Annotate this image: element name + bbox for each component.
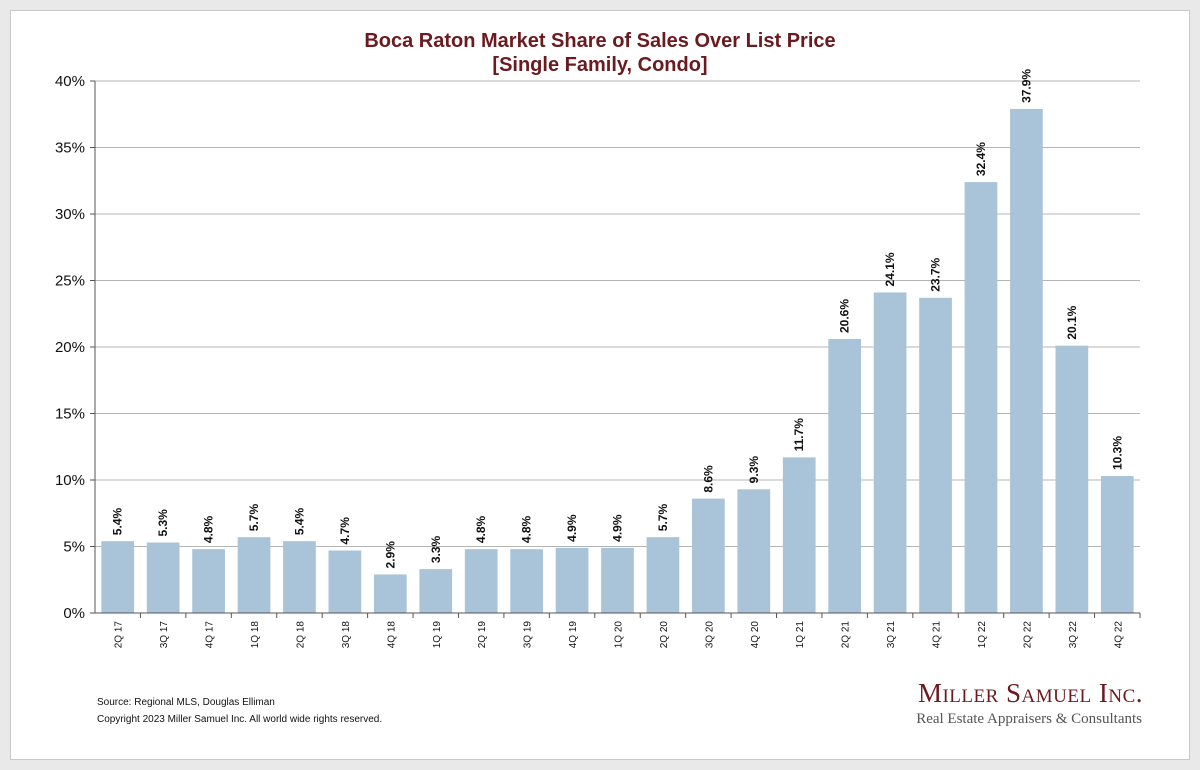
y-tick-label: 0% — [63, 605, 85, 622]
x-tick-label: 2Q 20 — [659, 621, 670, 649]
bar-value-label: 5.4% — [292, 507, 306, 535]
chart-subtitle: [Single Family, Condo] — [492, 54, 708, 76]
bars: 5.4% 5.3% 4.8% 5.7% 5.4% 4.7% 2.9% 3.3% 4.8% 4.8%… — [101, 69, 1134, 614]
bar-value-label: 8.6% — [701, 465, 715, 493]
y-axis-ticks: 0% 5% 10% 15% 20% 25% 30% 35% 40% — [55, 73, 95, 622]
y-tick-label: 35% — [55, 140, 85, 157]
bar — [737, 489, 771, 613]
x-tick-label: 3Q 22 — [1068, 621, 1079, 649]
bar — [646, 537, 680, 613]
bar-value-label: 2.9% — [383, 541, 397, 569]
bar-value-label: 4.9% — [611, 514, 625, 542]
y-tick-label: 10% — [55, 472, 85, 489]
x-tick-label: 4Q 22 — [1113, 621, 1124, 649]
bar — [1010, 108, 1043, 614]
x-tick-label: 1Q 21 — [795, 621, 806, 649]
bar — [510, 549, 543, 613]
bar — [828, 339, 862, 613]
x-tick-label: 4Q 19 — [568, 621, 579, 649]
y-tick-label: 5% — [63, 539, 85, 556]
x-tick-label: 1Q 20 — [614, 621, 625, 649]
source-note: Source: Regional MLS, Douglas Elliman — [97, 697, 275, 708]
x-tick-label: 1Q 19 — [432, 621, 443, 649]
x-tick-label: 1Q 18 — [250, 621, 261, 649]
chart-title: Boca Raton Market Share of Sales Over Li… — [364, 30, 836, 52]
bar-value-label: 5.3% — [156, 509, 170, 537]
bar — [919, 297, 952, 613]
bar — [782, 457, 816, 613]
bar-value-label: 20.6% — [838, 299, 852, 333]
bar — [283, 541, 316, 613]
y-tick-label: 40% — [55, 73, 85, 90]
bar-value-label: 11.7% — [792, 418, 806, 452]
bar-value-label: 32.4% — [974, 142, 988, 176]
x-tick-label: 2Q 22 — [1022, 621, 1033, 649]
y-tick-label: 30% — [55, 206, 85, 223]
bar — [692, 498, 725, 613]
bar-value-label: 23.7% — [929, 257, 943, 291]
x-tick-label: 2Q 19 — [477, 621, 488, 649]
bar-value-label: 20.1% — [1065, 305, 1079, 339]
x-tick-label: 2Q 17 — [114, 621, 125, 649]
bar — [237, 537, 271, 613]
bar — [601, 547, 634, 613]
bar-value-label: 4.8% — [520, 515, 534, 543]
y-tick-label: 25% — [55, 273, 85, 290]
bar-value-label: 9.3% — [747, 456, 761, 484]
bar-value-label: 5.7% — [656, 504, 670, 532]
x-tick-label: 2Q 21 — [841, 621, 852, 649]
x-tick-label: 1Q 22 — [977, 621, 988, 649]
bar — [555, 547, 589, 613]
bar — [873, 292, 907, 613]
bar — [146, 542, 180, 613]
brand-logo-name: Miller Samuel Inc. — [917, 678, 1143, 708]
y-tick-label: 15% — [55, 406, 85, 423]
bar-value-label: 37.9% — [1019, 69, 1033, 103]
bar — [101, 541, 135, 613]
x-tick-label: 4Q 21 — [932, 621, 943, 649]
bar-value-label: 4.8% — [474, 515, 488, 543]
bar-value-label: 5.4% — [111, 507, 125, 535]
bar-value-label: 5.7% — [247, 504, 261, 532]
x-tick-label: 4Q 18 — [386, 621, 397, 649]
bar — [373, 574, 407, 613]
x-tick-label: 3Q 18 — [341, 621, 352, 649]
y-tick-label: 20% — [55, 339, 85, 356]
x-tick-label: 2Q 18 — [295, 621, 306, 649]
bar — [1100, 476, 1134, 613]
bar — [328, 550, 362, 613]
brand-tagline: Real Estate Appraisers & Consultants — [916, 711, 1142, 727]
bar — [192, 549, 225, 613]
bar-value-label: 10.3% — [1110, 436, 1124, 470]
bar-value-label: 4.7% — [338, 517, 352, 545]
x-tick-label: 3Q 21 — [886, 621, 897, 649]
bar — [964, 182, 998, 613]
bar — [1055, 345, 1089, 613]
bar-value-label: 24.1% — [883, 252, 897, 286]
bar-value-label: 4.8% — [202, 515, 216, 543]
x-tick-label: 4Q 20 — [750, 621, 761, 649]
x-tick-label: 3Q 20 — [704, 621, 715, 649]
x-tick-label: 3Q 17 — [159, 621, 170, 649]
x-axis-ticks: 2Q 17 3Q 17 4Q 17 1Q 18 2Q 18 3Q 18 4Q 18 1Q 19… — [114, 613, 1141, 649]
copyright-note: Copyright 2023 Miller Samuel Inc. All wo… — [97, 714, 383, 725]
bar — [464, 549, 498, 613]
x-tick-label: 3Q 19 — [523, 621, 534, 649]
bar — [419, 569, 453, 613]
x-tick-label: 4Q 17 — [205, 621, 216, 649]
bar-value-label: 3.3% — [429, 535, 443, 563]
bar-value-label: 4.9% — [565, 514, 579, 542]
axes — [94, 81, 1140, 614]
